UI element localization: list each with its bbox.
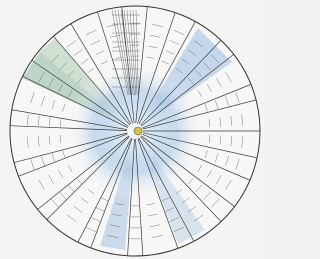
page: (() => { const ns = 'http://www.w3.org/2… [0, 0, 264, 259]
sun [134, 127, 142, 135]
drawing [0, 0, 264, 259]
